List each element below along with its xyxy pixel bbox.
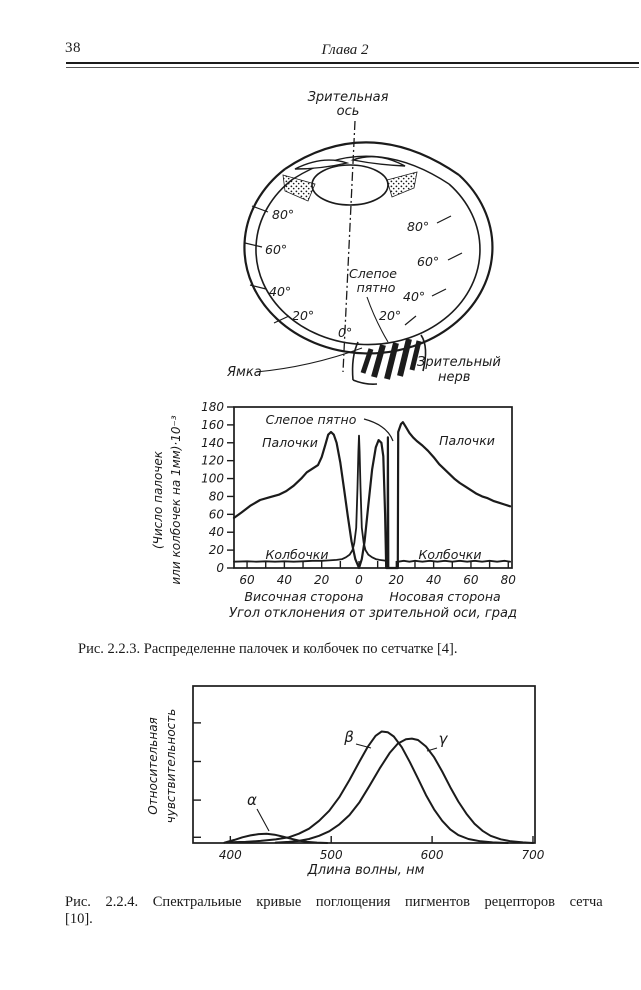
y-axis-label-line2: чувствительность — [164, 709, 178, 824]
x-tick-label: 40 — [277, 573, 293, 587]
series-group — [223, 730, 534, 844]
ticks-group: 400 500 600 700 — [193, 722, 545, 862]
x-axis-label: Длина волны, нм — [307, 863, 425, 878]
beta-leader — [355, 743, 372, 749]
y-axis-label-line2: или колбочек на 1мм)·10⁻³ — [169, 415, 183, 584]
y-tick-label: 120 — [201, 454, 224, 468]
rods-label-left: Палочки — [262, 435, 318, 450]
alpha-curve-label: α — [247, 791, 257, 809]
angle-scale — [244, 205, 463, 326]
y-tick-label: 100 — [201, 472, 224, 486]
ciliary-body-right — [386, 171, 418, 198]
x-tick-label: 20 — [314, 573, 330, 587]
x-axis-label: Угол отклонения от зрительной оси, град — [229, 606, 517, 621]
fovea-leader — [255, 347, 363, 373]
rods-cones-chart: 60 40 20 0 20 40 60 80020406080100120140160180 … — [151, 400, 517, 621]
angle-right-20: 20° — [379, 308, 401, 323]
y-tick-label: 140 — [201, 436, 224, 450]
y-tick-label: 20 — [209, 543, 225, 557]
spectral-chart: 400 500 600 700 Относительная чувствительно… — [146, 685, 545, 878]
plot-frame — [192, 685, 536, 844]
ticks-group: 60 40 20 0 20 40 60 80 0 20 40 60 80 100 120 140 160 180 — [201, 400, 516, 587]
series-alpha — [223, 832, 329, 844]
blind-spot-leader — [366, 296, 389, 343]
angle-right-80: 80° — [407, 219, 429, 234]
blind-spot-annotation: Слепое пятно — [266, 412, 357, 427]
angle-zero: 0° — [338, 325, 352, 340]
x-tick-label: 40 — [426, 573, 442, 587]
caption-fig-224-line1: Рис. 2.2.4. Спектральиые кривые поглощен… — [65, 894, 603, 910]
y-axis-label-line1: Относительная — [146, 717, 160, 815]
visual-axis-label-line1: Зрительная — [308, 90, 389, 105]
y-tick-label: 160 — [201, 418, 224, 432]
x-tick-label: 60 — [239, 573, 255, 587]
chapter-header: Глава 2 — [321, 42, 369, 58]
series-gamma — [274, 737, 534, 844]
alpha-leader — [256, 808, 270, 832]
series-beta — [229, 730, 509, 844]
eye-diagram: Зрительная ось 80° 60° 40° — [226, 90, 501, 385]
visual-axis-label-line2: ось — [337, 104, 360, 119]
x-tick-label: 500 — [320, 848, 343, 862]
iris-flap-left — [294, 159, 350, 170]
caption-fig-224-line2: [10]. — [65, 911, 93, 927]
angle-left-40: 40° — [269, 284, 291, 299]
x-tick-label: 60 — [463, 573, 479, 587]
angle-right-40: 40° — [403, 289, 425, 304]
y-axis-label-line1: (Число палочек — [151, 450, 165, 549]
angle-left-20: 20° — [292, 308, 314, 323]
x-tick-label: 600 — [421, 848, 444, 862]
plot-frame — [233, 406, 513, 569]
series-rods — [232, 421, 512, 570]
gamma-leader — [426, 747, 438, 752]
nasal-side-label: Носовая сторона — [389, 589, 500, 604]
page-number: 38 — [65, 40, 81, 56]
x-tick-label: 0 — [355, 573, 363, 587]
y-tick-label: 80 — [209, 489, 225, 503]
angle-left-60: 60° — [265, 242, 287, 257]
iris-flap-right — [350, 155, 406, 167]
lens-and-iris — [282, 155, 418, 206]
ciliary-body-left — [282, 174, 316, 202]
temporal-side-label: Височная сторона — [244, 589, 363, 604]
cones-label-right: Колбочки — [419, 547, 482, 562]
optic-nerve-label-line1: Зрительный — [417, 355, 501, 370]
angle-left-80: 80° — [272, 207, 294, 222]
header-rule — [66, 62, 639, 68]
x-tick-label: 80 — [501, 573, 517, 587]
series-cones — [233, 434, 512, 569]
visual-axis-line — [342, 120, 356, 373]
fovea-label: Ямка — [226, 365, 262, 380]
beta-curve-label: β — [343, 728, 354, 746]
blind-spot-annotation-leader — [363, 418, 394, 442]
angle-right-60: 60° — [417, 254, 439, 269]
optic-nerve — [351, 334, 427, 385]
blind-spot-label-line1: Слепое — [349, 266, 397, 281]
rods-label-right: Палочки — [439, 433, 495, 448]
y-tick-label: 0 — [216, 561, 224, 575]
cones-label-left: Колбочки — [266, 547, 329, 562]
x-tick-label: 400 — [219, 848, 242, 862]
x-tick-label: 700 — [522, 848, 545, 862]
gamma-curve-label: γ — [439, 730, 449, 748]
series-group — [232, 421, 512, 570]
y-tick-label: 40 — [209, 525, 225, 539]
caption-fig-223: Рис. 2.2.3. Распределенне палочек и колб… — [78, 641, 458, 657]
optic-nerve-label-line2: нерв — [438, 370, 470, 385]
y-tick-label: 60 — [209, 507, 225, 521]
x-tick-label: 20 — [389, 573, 405, 587]
y-tick-label: 180 — [201, 400, 224, 414]
blind-spot-label-line2: пятно — [357, 280, 396, 295]
